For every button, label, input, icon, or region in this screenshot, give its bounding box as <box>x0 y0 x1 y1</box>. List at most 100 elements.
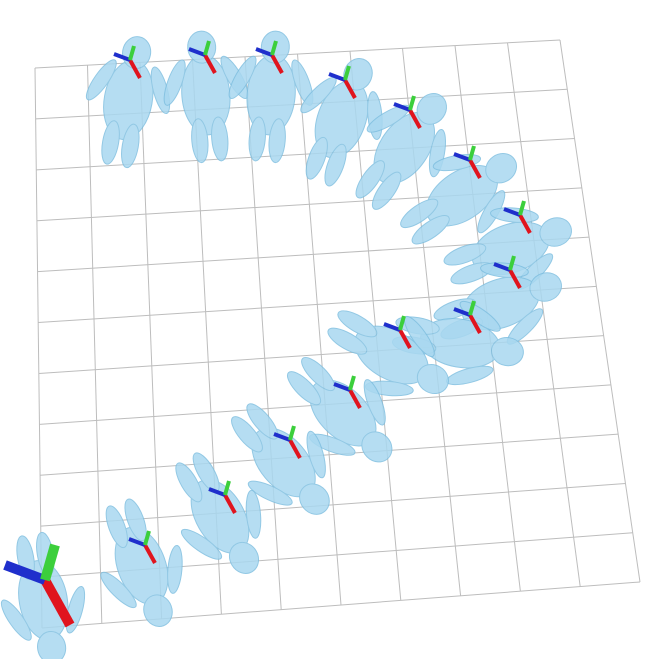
arm <box>228 55 257 99</box>
pose-axes <box>383 315 412 349</box>
human-figure <box>175 452 262 574</box>
pose-axes <box>453 300 482 334</box>
arm <box>480 262 529 278</box>
pose-axes <box>208 480 237 514</box>
axis-red <box>343 79 357 99</box>
axis-green <box>143 530 151 546</box>
pose-axes <box>453 145 482 179</box>
head <box>490 337 524 367</box>
axis-green <box>343 65 351 81</box>
axis-blue <box>3 560 47 585</box>
leg <box>337 310 378 338</box>
head <box>529 272 562 302</box>
figures <box>0 30 572 659</box>
pose-axes <box>333 375 362 409</box>
pose-axes <box>328 65 357 99</box>
axis-red <box>203 54 217 74</box>
axis-red <box>128 59 142 79</box>
axis-red <box>398 329 412 349</box>
head <box>37 630 67 659</box>
head <box>416 93 447 125</box>
leg <box>301 356 336 392</box>
arm <box>490 207 539 223</box>
axis-green <box>468 300 476 316</box>
grid-line <box>297 53 342 606</box>
human-figure <box>286 356 393 463</box>
human-figure <box>231 403 330 515</box>
axis-blue <box>493 262 511 272</box>
grid-line <box>139 62 163 619</box>
axis-green <box>128 45 136 61</box>
axis-red <box>40 577 75 628</box>
leg <box>101 120 120 165</box>
axis-blue <box>208 487 226 497</box>
head <box>416 363 449 395</box>
axis-green <box>408 95 416 111</box>
axis-blue <box>128 537 146 547</box>
axis-blue <box>393 102 411 112</box>
pose-axes <box>113 45 142 79</box>
head <box>539 217 572 247</box>
leg <box>211 116 229 162</box>
head <box>361 431 393 463</box>
leg <box>268 118 286 164</box>
leg <box>324 143 347 187</box>
axis-red <box>270 54 284 74</box>
grid-line <box>41 581 641 629</box>
arm <box>306 430 326 479</box>
axis-green <box>348 375 356 391</box>
leg <box>305 136 328 180</box>
pose-axes <box>393 95 422 129</box>
axis-green <box>288 425 296 441</box>
human-figure <box>228 30 314 164</box>
axis-green <box>518 200 526 216</box>
head <box>143 594 173 627</box>
arm <box>0 599 32 641</box>
axis-blue <box>273 432 291 442</box>
leg <box>443 243 487 266</box>
axis-red <box>408 109 422 129</box>
arm <box>180 528 223 560</box>
grid-line <box>559 39 641 583</box>
head <box>187 30 217 64</box>
pose-axes <box>273 425 302 459</box>
axis-green <box>398 315 406 331</box>
grid-line <box>40 433 619 476</box>
grid-line <box>87 65 103 624</box>
arm <box>85 59 117 101</box>
arm <box>247 480 293 506</box>
pose-axes <box>503 200 532 234</box>
axis-blue <box>255 47 273 57</box>
leg <box>371 171 402 210</box>
arm <box>245 489 262 539</box>
axis-green <box>223 480 231 496</box>
axis-green <box>40 543 60 582</box>
axis-green <box>203 40 211 56</box>
axis-red <box>288 439 302 459</box>
arm <box>100 571 137 609</box>
arm <box>163 59 186 106</box>
axis-blue <box>453 152 471 162</box>
head <box>485 153 517 184</box>
leg <box>327 327 368 355</box>
leg <box>231 416 263 453</box>
leg <box>105 505 128 549</box>
axis-blue <box>383 322 401 332</box>
axis-green <box>508 255 516 271</box>
head <box>343 58 373 91</box>
leg <box>191 118 209 164</box>
arm <box>363 379 386 426</box>
leg <box>124 498 147 542</box>
axis-red <box>348 389 362 409</box>
leg <box>175 462 203 503</box>
axis-blue <box>333 382 351 392</box>
axis-blue <box>188 47 206 57</box>
leg <box>400 198 439 229</box>
head <box>228 541 260 574</box>
human-figure <box>0 531 86 659</box>
leg <box>411 215 450 245</box>
leg <box>286 371 322 406</box>
pose-axes <box>255 40 284 74</box>
pose-axes <box>3 543 75 628</box>
